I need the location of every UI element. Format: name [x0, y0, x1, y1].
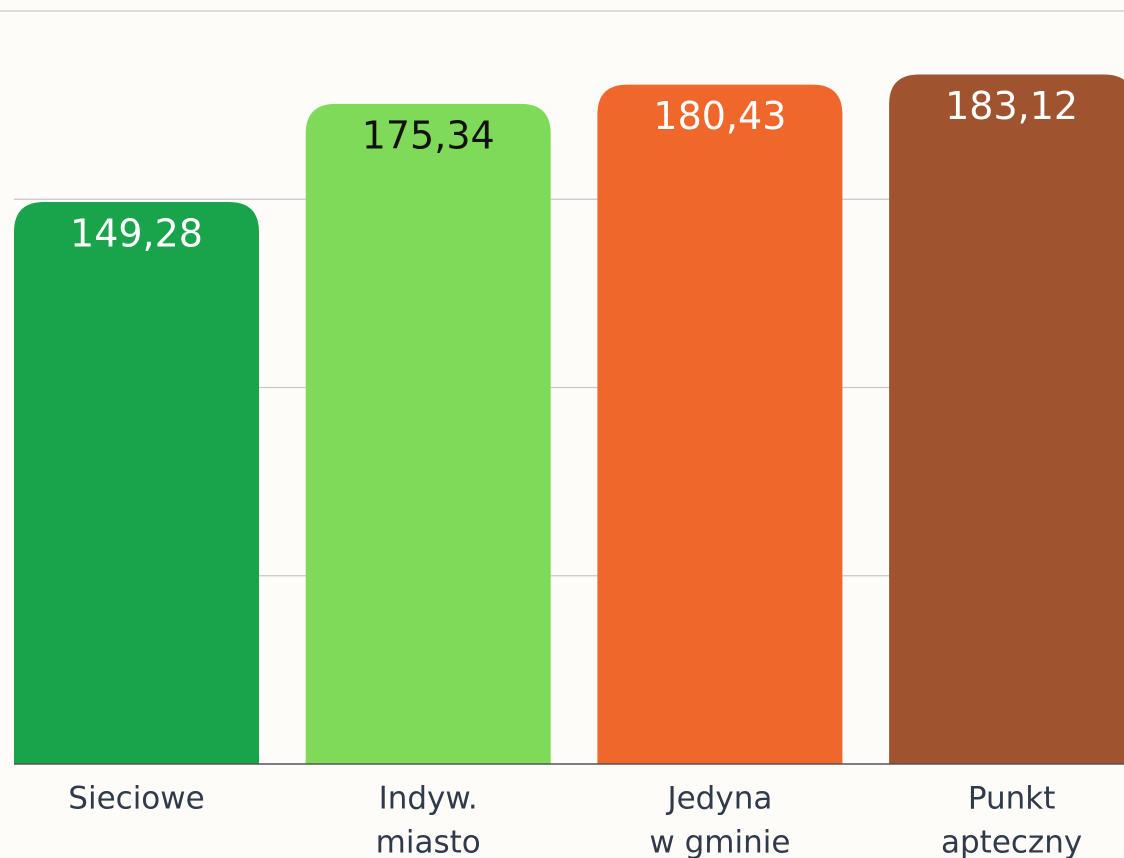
- x-tick-label: miasto: [376, 825, 481, 858]
- x-tick-label: Jedyna: [665, 781, 772, 817]
- bar: [597, 84, 843, 765]
- value-label: 175,34: [362, 113, 495, 157]
- x-tick-label: Sieciowe: [68, 781, 204, 817]
- bar: [14, 201, 259, 764]
- x-tick-label: apteczny: [941, 825, 1082, 858]
- value-label: 183,12: [945, 84, 1078, 128]
- value-label: 149,28: [70, 211, 203, 255]
- x-tick-label: w gminie: [649, 825, 790, 858]
- bar: [889, 74, 1124, 764]
- x-tick-label: Punkt: [968, 781, 1056, 817]
- value-label: 180,43: [653, 94, 786, 138]
- bar: [305, 103, 551, 764]
- x-tick-label: Indyw.: [379, 781, 478, 817]
